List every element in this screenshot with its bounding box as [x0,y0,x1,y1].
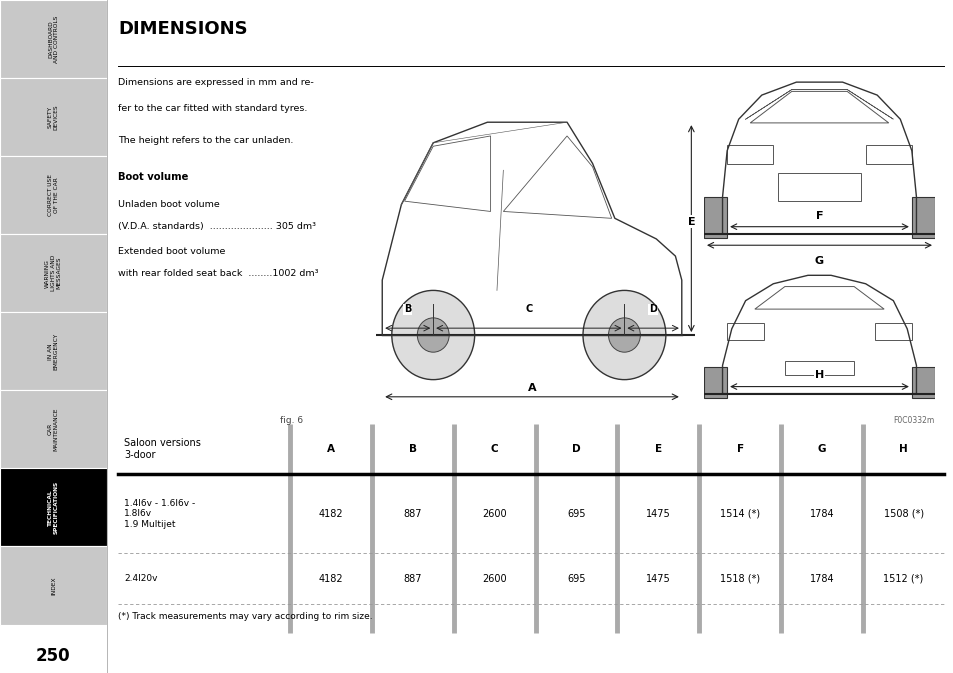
Text: G: G [814,256,823,267]
Text: 887: 887 [403,574,422,583]
Bar [911,367,934,398]
Bar [726,145,773,164]
Text: 2600: 2600 [482,574,507,583]
Text: A: A [327,444,335,454]
Text: 250: 250 [36,647,71,665]
Text: D: D [572,444,580,454]
Bar [864,145,911,164]
Text: SAFETY
DEVICES: SAFETY DEVICES [48,104,59,130]
Text: 1508 (*): 1508 (*) [882,509,923,519]
Text: 1512 (*): 1512 (*) [882,574,923,583]
Text: F: F [815,211,822,221]
Text: WARNING
LIGHTS AND
MESSAGES: WARNING LIGHTS AND MESSAGES [45,255,62,291]
Text: The height refers to the car unladen.: The height refers to the car unladen. [118,136,294,145]
Text: fig. 6: fig. 6 [280,416,303,425]
Bar [874,323,911,340]
Text: G: G [817,444,825,454]
Bar [703,197,726,238]
Text: (V.D.A. standards)  ..................... 305 dm³: (V.D.A. standards) .....................… [118,222,316,231]
Text: 1518 (*): 1518 (*) [720,574,760,583]
Text: Extended boot volume: Extended boot volume [118,247,226,256]
Bar [703,367,726,398]
Bar [911,197,934,238]
Text: with rear folded seat back  ........1002 dm³: with rear folded seat back ........1002 … [118,269,318,278]
Text: fer to the car fitted with standard tyres.: fer to the car fitted with standard tyre… [118,104,308,112]
Bar [784,361,853,376]
Bar [777,173,861,201]
Text: 2.4I20v: 2.4I20v [124,574,157,583]
Text: CORRECT USE
OF THE CAR: CORRECT USE OF THE CAR [48,174,59,216]
Text: 695: 695 [567,509,585,519]
Text: 2600: 2600 [482,509,507,519]
Text: H: H [814,369,823,380]
Text: Dimensions are expressed in mm and re-: Dimensions are expressed in mm and re- [118,78,314,87]
Text: B: B [409,444,416,454]
Circle shape [416,318,449,352]
Text: A: A [527,384,536,393]
Text: IN AN
EMERGENCY: IN AN EMERGENCY [48,332,59,370]
Text: 1475: 1475 [645,509,670,519]
Text: INDEX: INDEX [51,576,56,595]
Text: E: E [687,217,695,227]
Text: B: B [404,304,411,314]
Circle shape [582,291,665,380]
Text: DIMENSIONS: DIMENSIONS [118,20,248,38]
Text: 695: 695 [567,574,585,583]
Text: CAR
MAINTENANCE: CAR MAINTENANCE [48,408,59,451]
Text: DASHBOARD
AND CONTROLS: DASHBOARD AND CONTROLS [48,15,59,63]
Text: D: D [648,304,657,314]
Text: 4182: 4182 [318,574,343,583]
Text: C: C [525,304,532,314]
Circle shape [608,318,639,352]
Text: Boot volume: Boot volume [118,172,189,182]
Text: Unladen boot volume: Unladen boot volume [118,200,220,209]
Text: TECHNICAL
SPECIFICATIONS: TECHNICAL SPECIFICATIONS [48,481,59,534]
Text: 1784: 1784 [809,574,833,583]
Text: Saloon versions
3-door: Saloon versions 3-door [124,438,201,460]
Text: 4182: 4182 [318,509,343,519]
Text: 887: 887 [403,509,422,519]
Text: F: F [736,444,742,454]
Circle shape [392,291,475,380]
Text: F0C0332m: F0C0332m [893,416,934,425]
Text: 1475: 1475 [645,574,670,583]
Text: 1784: 1784 [809,509,833,519]
Bar [726,323,763,340]
Text: 1.4I6v - 1.6I6v -
1.8I6v
1.9 Multijet: 1.4I6v - 1.6I6v - 1.8I6v 1.9 Multijet [124,499,195,529]
Text: (*) Track measurements may vary according to rim size.: (*) Track measurements may vary accordin… [118,612,373,621]
Text: E: E [654,444,661,454]
Text: 1514 (*): 1514 (*) [720,509,760,519]
Text: H: H [899,444,907,454]
Text: C: C [491,444,498,454]
